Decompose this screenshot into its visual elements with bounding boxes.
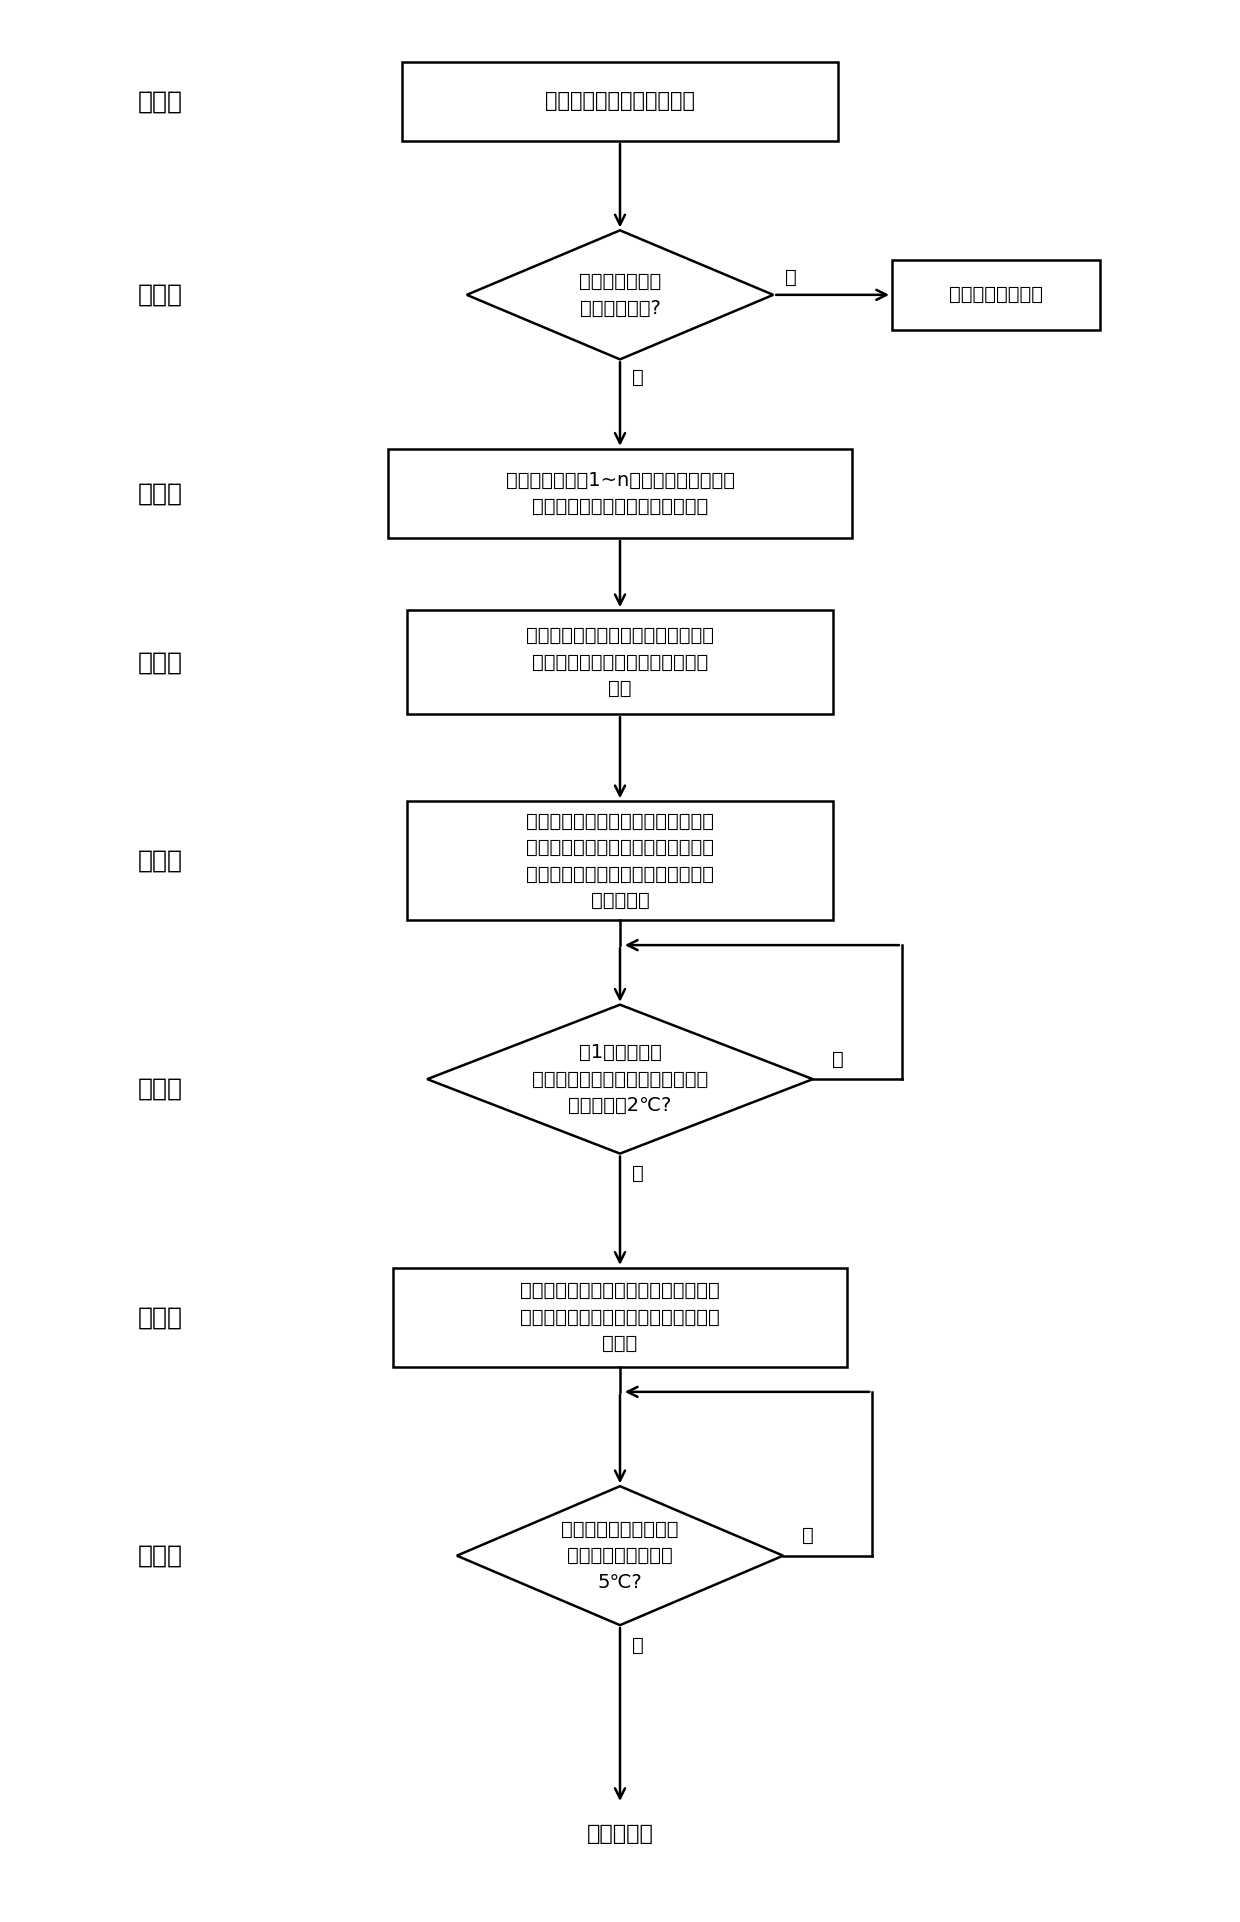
Text: 广播发送进入运行匹配程序命令给各
个未匹配的室内机，进入运行匹配
状态: 广播发送进入运行匹配程序命令给各 个未匹配的室内机，进入运行匹配 状态 (526, 627, 714, 698)
Text: 否: 否 (832, 1049, 843, 1069)
Text: 是: 是 (632, 1165, 644, 1182)
Bar (408, 609, 832, 715)
Text: 是: 是 (785, 267, 797, 286)
Text: 进入正常运行程序: 进入正常运行程序 (949, 284, 1043, 304)
Bar (892, 259, 1100, 329)
Text: 通过广播发送命令给各个未匹配的室
内机，使得各个未匹配的室内机进入
制冷模式，并开启室内风机，但是压
缩机不启动: 通过广播发送命令给各个未匹配的室 内机，使得各个未匹配的室内机进入 制冷模式，并… (526, 811, 714, 909)
Text: 搜索地址范围为1~n室内机，记录有正确
反馈数据的室内机为已连接室内机: 搜索地址范围为1~n室内机，记录有正确 反馈数据的室内机为已连接室内机 (506, 471, 734, 517)
Text: 空调机组上电，读取存储器: 空调机组上电，读取存储器 (546, 90, 694, 111)
Text: 第四步: 第四步 (138, 650, 182, 675)
Text: 第八步: 第八步 (138, 1543, 182, 1568)
Text: 第一步: 第一步 (138, 88, 182, 113)
Text: 室内机与室外机
压缩机已匹配?: 室内机与室外机 压缩机已匹配? (579, 273, 661, 317)
Bar (403, 62, 837, 140)
Bar (408, 801, 832, 921)
Text: 第三步: 第三步 (138, 480, 182, 505)
Text: 下接第九步: 下接第九步 (587, 1824, 653, 1843)
Polygon shape (466, 231, 774, 359)
Text: 否: 否 (802, 1526, 813, 1545)
Text: 第二步: 第二步 (138, 283, 182, 308)
Bar (388, 448, 852, 538)
Polygon shape (456, 1486, 784, 1626)
Text: 第七步: 第七步 (138, 1305, 182, 1330)
Text: 室外机只开启一个待匹配的压缩机，通
过读操作读取各个未匹配的室内机的盘
管温度: 室外机只开启一个待匹配的压缩机，通 过读操作读取各个未匹配的室内机的盘 管温度 (520, 1282, 720, 1353)
Text: 第六步: 第六步 (138, 1076, 182, 1101)
Bar (393, 1269, 847, 1367)
Text: 是: 是 (632, 1636, 644, 1655)
Text: 在1分钟内每个
未匹配的室内机的盘管温度的变化
范围都小于2℃?: 在1分钟内每个 未匹配的室内机的盘管温度的变化 范围都小于2℃? (532, 1044, 708, 1115)
Text: 第五步: 第五步 (138, 850, 182, 873)
Polygon shape (428, 1005, 812, 1153)
Text: 是否有未匹配的室内机
的盘管温度降低超过
5℃?: 是否有未匹配的室内机 的盘管温度降低超过 5℃? (562, 1520, 678, 1591)
Text: 否: 否 (632, 367, 644, 386)
